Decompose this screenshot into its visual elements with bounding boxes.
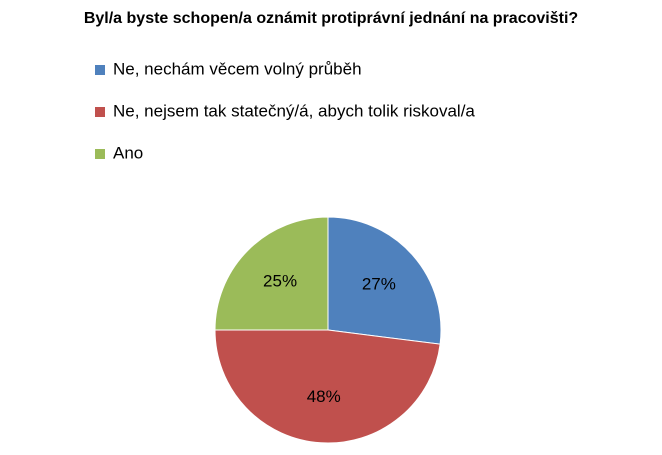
value-label: 25% [263,272,297,291]
chart-title: Byl/a byste schopen/a oznámit protiprávn… [84,10,578,27]
legend-swatch [95,107,105,117]
pie-slice [214,329,441,444]
pie-slice [327,216,442,345]
value-label: 48% [307,387,341,406]
legend-swatch [95,65,105,75]
legend-label: Ano [113,143,143,162]
value-label: 27% [362,275,396,294]
legend-swatch [95,149,105,159]
legend-label: Ne, nejsem tak statečný/á, abych tolik r… [113,101,475,120]
pie-slice [214,216,329,331]
legend-label: Ne, nechám věcem volný průběh [113,59,362,78]
